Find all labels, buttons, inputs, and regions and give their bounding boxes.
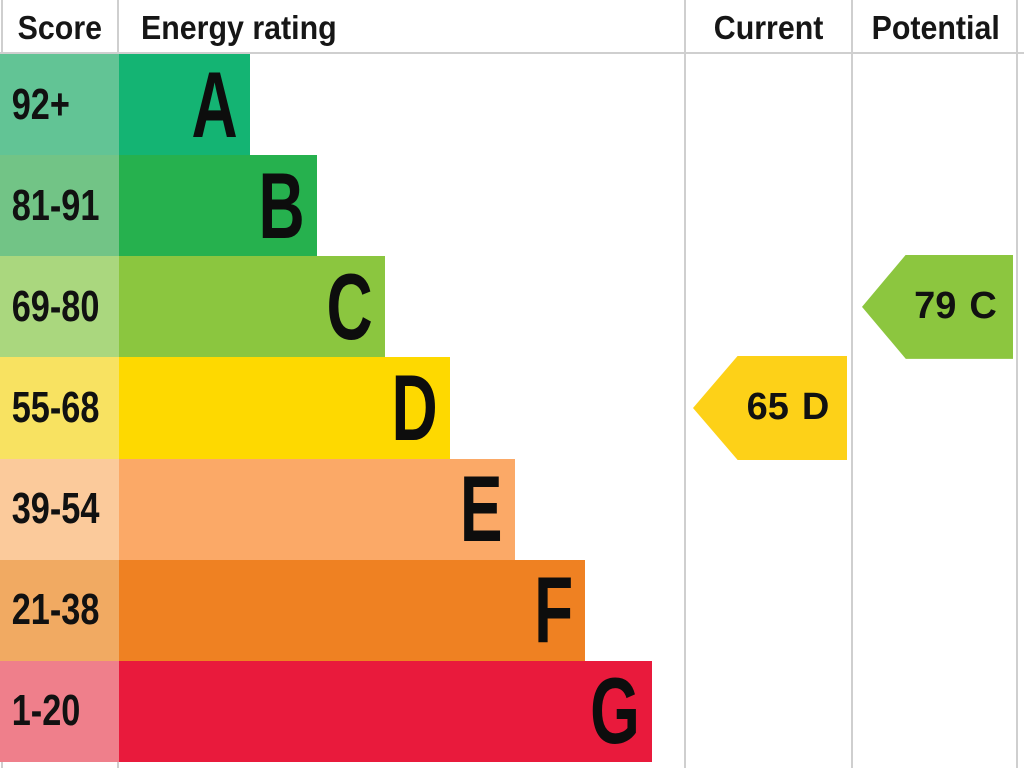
grid-line-right-edge [1016,0,1018,768]
grade-bar-d: D [119,354,450,460]
band-row-b: 81-91 B [0,152,1024,258]
grade-bar-a: A [119,51,250,157]
score-cell-c: 69-80 [0,256,119,358]
grade-bar-g: G [119,658,652,764]
current-rating-value: 65 [746,386,789,429]
score-range-c: 69-80 [11,281,100,331]
current-header: Current [686,6,851,50]
score-range-b: 81-91 [11,180,100,230]
grid-line-potential-column [851,0,853,768]
grade-bar-e: E [119,456,515,562]
band-row-f: 21-38 F [0,557,1024,663]
band-row-g: 1-20 G [0,658,1024,764]
potential-rating-grade: C [969,285,997,328]
band-row-d: 55-68 D [0,354,1024,460]
grade-letter-b: B [258,152,305,258]
grade-letter-c: C [326,253,373,359]
current-rating-grade: D [801,386,830,429]
score-header-label: Score [17,9,102,46]
grid-line-current-column [684,0,686,768]
band-row-e: 39-54 E [0,456,1024,562]
score-cell-f: 21-38 [0,559,119,661]
score-range-a: 92+ [11,79,70,129]
band-row-a: 92+ A [0,51,1024,157]
current-header-label: Current [713,9,824,46]
energy-rating-header: Energy rating [141,6,354,50]
grade-bar-b: B [119,152,317,258]
grade-letter-f: F [533,557,573,663]
potential-header-label: Potential [871,9,1000,46]
grade-letter-a: A [191,51,238,157]
header-divider-line [0,52,1024,54]
score-range-g: 1-20 [11,686,81,736]
grade-bar-c: C [119,253,385,359]
grade-letter-e: E [460,456,503,562]
score-cell-b: 81-91 [0,155,119,257]
band-row-c: 69-80 C [0,253,1024,359]
grade-bar-f: F [119,557,585,663]
score-cell-a: 92+ [0,54,119,156]
score-range-e: 39-54 [11,484,100,534]
score-cell-d: 55-68 [0,357,119,459]
score-range-f: 21-38 [11,585,100,635]
score-cell-g: 1-20 [0,660,119,762]
score-cell-e: 39-54 [0,458,119,560]
potential-rating-value: 79 [914,285,957,328]
grade-letter-d: D [391,354,438,460]
grade-letter-g: G [590,658,640,764]
score-header: Score [0,6,119,50]
score-range-d: 55-68 [11,382,100,432]
potential-header: Potential [853,6,1018,50]
energy-rating-header-label: Energy rating [141,9,337,46]
